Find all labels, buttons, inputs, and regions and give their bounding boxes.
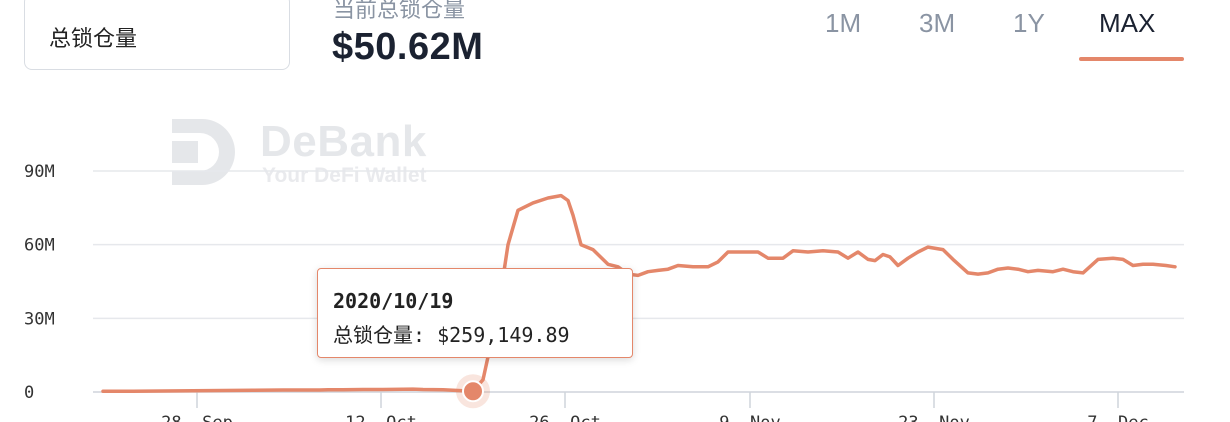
x-tick-label: 23. Nov <box>898 413 970 422</box>
tooltip-value-label: 总锁仓量: <box>333 323 426 347</box>
highlight-point <box>462 380 484 403</box>
y-tick-label: 90M <box>24 162 55 182</box>
current-tvl-label: 当前总锁仓量 <box>333 0 466 23</box>
x-tick-label: 26. Oct <box>529 413 601 422</box>
tooltip-value-amount: $259,149.89 <box>437 323 570 347</box>
tab-3m[interactable]: 3M <box>919 8 956 38</box>
tooltip-date: 2020/10/19 <box>333 289 454 313</box>
tooltip-value: 总锁仓量: $259,149.89 <box>333 319 570 348</box>
active-tab-indicator <box>1079 57 1184 61</box>
x-tick-label: 7. Dec <box>1087 413 1148 422</box>
tab-1y[interactable]: 1Y <box>1013 8 1045 38</box>
debank-watermark: DeBank Your DeFi Wallet <box>170 117 427 192</box>
tab-1m[interactable]: 1M <box>825 8 862 38</box>
y-tick-label: 30M <box>24 309 55 329</box>
watermark-tagline: Your DeFi Wallet <box>262 164 427 187</box>
x-tick-label: 9. Nov <box>719 413 780 422</box>
current-tvl-value: $50.62M <box>332 26 484 68</box>
y-tick-label: 60M <box>24 236 55 256</box>
metric-selector[interactable]: 总锁仓量 <box>24 0 290 70</box>
watermark-brand: DeBank <box>260 117 427 166</box>
x-tick-label: 12. Oct <box>345 413 417 422</box>
debank-logo-icon <box>172 119 235 185</box>
x-tick-label: 28. Sep <box>161 413 233 422</box>
y-tick-label: 0 <box>24 383 34 403</box>
tvl-series-line <box>101 193 1177 394</box>
chart-tooltip: 2020/10/19 总锁仓量: $259,149.89 <box>317 268 633 358</box>
metric-selector-label: 总锁仓量 <box>49 27 138 52</box>
tab-max[interactable]: MAX <box>1099 8 1156 38</box>
